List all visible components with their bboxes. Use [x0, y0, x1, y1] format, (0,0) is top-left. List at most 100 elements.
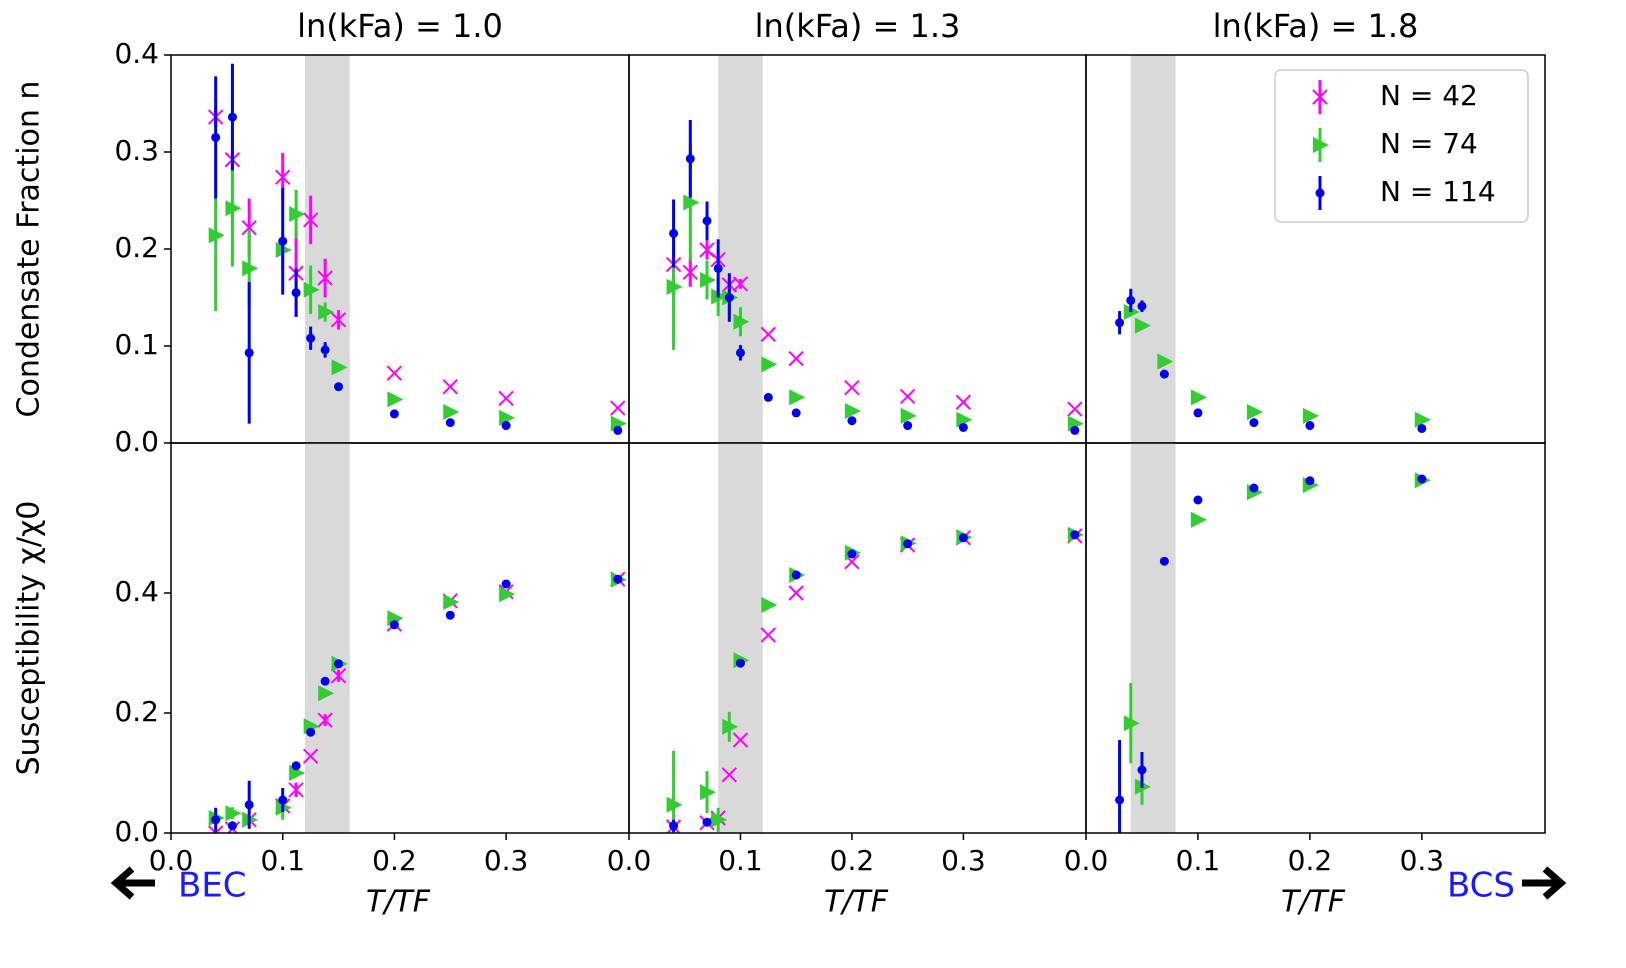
bcs-label: BCS [1447, 866, 1515, 906]
marker-circle [669, 228, 679, 238]
y-tick-label: 0.4 [114, 575, 159, 608]
y-tick-label: 0.2 [114, 695, 159, 728]
marker-triangle [956, 411, 973, 428]
y-axis-label: Condensate Fraction n [12, 81, 47, 418]
marker-circle [445, 610, 455, 620]
marker-x [732, 276, 749, 292]
panel-frame [170, 54, 630, 444]
marker-circle [334, 659, 344, 669]
marker-circle [1070, 425, 1080, 435]
marker-triangle [666, 796, 683, 813]
panel-frame [628, 442, 1087, 834]
marker-circle [685, 154, 695, 164]
marker-triangle [499, 409, 516, 426]
x-tick-label: 0.0 [149, 844, 194, 877]
marker-x [386, 365, 403, 381]
marker-triangle [318, 304, 335, 321]
legend-label: N = 42 [1380, 79, 1478, 112]
y-tick-label: 0.2 [114, 231, 159, 264]
marker-circle [1249, 418, 1259, 428]
marker-circle [1115, 795, 1125, 805]
marker-x [760, 627, 777, 643]
marker-x [610, 400, 626, 416]
marker-x [317, 712, 333, 728]
marker-triangle [499, 586, 516, 603]
marker-circle [735, 658, 745, 668]
marker-triangle [443, 594, 460, 610]
marker-circle [613, 425, 623, 435]
marker-triangle [387, 391, 404, 408]
marker-circle [1159, 369, 1169, 379]
marker-x [721, 767, 738, 783]
marker-circle [702, 216, 712, 226]
x-tick-label: 0.2 [372, 844, 417, 877]
marker-circle [291, 761, 301, 771]
marker-x [732, 732, 749, 748]
marker-triangle [722, 718, 739, 735]
marker-triangle [1123, 715, 1140, 732]
marker-x [788, 585, 804, 601]
marker-triangle [1190, 511, 1207, 528]
panel [665, 55, 1084, 443]
marker-x [330, 312, 347, 328]
marker-x [899, 388, 916, 405]
marker-circle [1315, 188, 1325, 198]
marker-circle [244, 348, 254, 358]
marker-x [330, 668, 347, 684]
critical-band [718, 443, 763, 833]
critical-band [1130, 443, 1176, 833]
legend-label: N = 114 [1380, 175, 1496, 208]
marker-circle [669, 821, 679, 831]
y-axis-label: Susceptibility χ/χ0 [12, 501, 47, 776]
bec-label: BEC [178, 866, 247, 906]
marker-circle [613, 574, 623, 584]
marker-x [288, 782, 304, 798]
x-axis-label: T/TF [1281, 885, 1346, 920]
marker-circle [791, 570, 801, 580]
marker-triangle [1302, 407, 1319, 424]
marker-circle [227, 112, 237, 122]
x-tick-label: 0.2 [830, 844, 875, 877]
marker-triangle [443, 403, 460, 420]
panel-frame [1085, 442, 1546, 834]
panel-title: ln(kFa) = 1.3 [755, 7, 961, 45]
marker-triangle [700, 272, 717, 289]
x-tick-label: 0.1 [260, 844, 305, 877]
y-tick-label: 0.3 [114, 134, 159, 167]
marker-circle [227, 821, 237, 831]
marker-circle [958, 422, 968, 432]
critical-band [718, 55, 763, 443]
x-tick-label: 0.2 [1288, 844, 1333, 877]
marker-x [317, 270, 333, 286]
panel-title: ln(kFa) = 1.8 [1213, 7, 1419, 45]
marker-circle [958, 533, 968, 543]
x-tick-label: 0.0 [607, 844, 652, 877]
marker-circle [306, 333, 316, 343]
marker-x [302, 748, 319, 764]
marker-triangle [844, 402, 861, 419]
marker-x [682, 264, 699, 280]
marker-circle [244, 800, 254, 810]
marker-circle [445, 418, 455, 428]
legend-box [1274, 69, 1529, 223]
marker-triangle [700, 784, 717, 801]
marker-circle [291, 288, 301, 298]
marker-triangle [789, 389, 806, 406]
marker-circle [501, 579, 511, 589]
critical-band [1130, 55, 1176, 443]
x-tick-label: 0.3 [484, 844, 529, 877]
marker-circle [1417, 423, 1427, 433]
marker-x [1312, 89, 1328, 105]
marker-circle [1193, 495, 1203, 505]
marker-circle [1137, 301, 1147, 311]
marker-circle [211, 132, 221, 142]
marker-x [274, 169, 291, 185]
marker-circle [320, 345, 330, 355]
x-tick-label: 0.3 [941, 844, 986, 877]
legend-label: N = 74 [1380, 127, 1478, 160]
marker-circle [1193, 408, 1203, 418]
marker-x [699, 242, 715, 258]
marker-x [442, 379, 458, 395]
marker-circle [702, 817, 712, 827]
